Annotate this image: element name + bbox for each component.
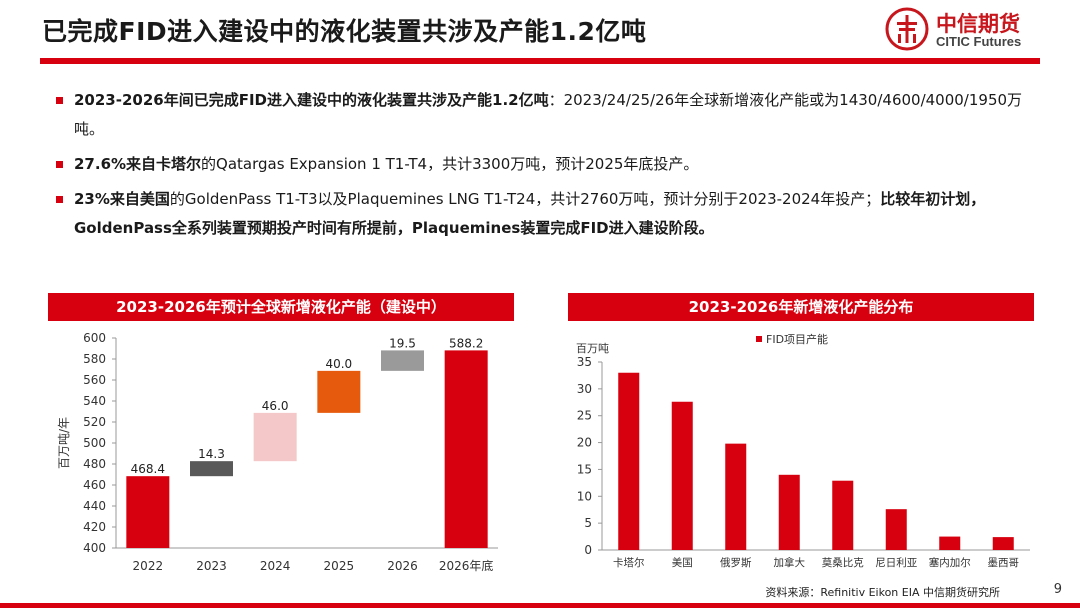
y-tick-label: 580 [83,352,106,366]
x-tick-label: 尼日利亚 [875,557,917,569]
y-tick-label: 400 [83,541,106,555]
y-tick-label: 5 [584,516,592,530]
bar-value-label: 40.0 [325,357,352,371]
y-tick-label: 520 [83,415,106,429]
bullet-item: 2023-2026年间已完成FID进入建设中的液化装置共涉及产能1.2亿吨：20… [52,86,1037,144]
citic-logo: 中信期货 CITIC Futures [884,6,1064,54]
y-tick-label: 500 [83,436,106,450]
bar-value-label: 19.5 [389,336,416,350]
y-tick-label: 540 [83,394,106,408]
y-tick-label: 25 [577,409,592,423]
x-tick-label: 2026 [387,559,418,573]
bar [725,443,747,550]
title-divider [40,58,1040,64]
bar [885,509,907,550]
legend-label: FID项目产能 [766,332,828,346]
bullet-list: 2023-2026年间已完成FID进入建设中的液化装置共涉及产能1.2亿吨：20… [52,86,1037,249]
x-tick-label: 2024 [260,559,291,573]
x-tick-label: 莫桑比克 [822,556,864,569]
x-tick-label: 卡塔尔 [613,556,645,569]
bullet-text: 的Qatargas Expansion 1 T1-T4，共计3300万吨，预计2… [201,155,699,173]
bullet-bold-text: 27.6%来自卡塔尔 [74,155,202,173]
y-tick-label: 560 [83,373,106,387]
y-axis-label: 百万吨 [576,342,609,355]
bar-value-label: 588.2 [449,336,483,350]
waterfall-chart: 400 420 440 460 480 500 520 540 560 580 600 百万吨/年 46… [57,331,498,573]
bar-value-label: 14.3 [198,447,225,461]
bullet-marker [56,196,63,203]
bar-chart-title: 2023-2026年新增液化产能分布 [568,293,1034,321]
bar-value-label: 468.4 [131,462,165,476]
bottom-divider [0,603,1080,608]
bullet-bold-text: 比较年初计划，GoldenPass全系列装置预期投产时间有所提前，Plaquem… [74,190,986,237]
y-tick-label: 420 [83,520,106,534]
bullet-text: ：2023/24/25/26年全球新增液化产能或为1430/4600/4000/… [74,91,1023,138]
bar [671,401,693,550]
bullet-marker [56,97,63,104]
y-tick-label: 460 [83,478,106,492]
y-tick-label: 35 [577,355,592,369]
citic-emblem-icon [885,7,929,51]
page-number: 9 [1053,582,1062,597]
y-tick-label: 480 [83,457,106,471]
source-note: 资料来源：Refinitiv Eikon EIA 中信期货研究所 [765,586,1000,599]
waterfall-bar [190,461,233,477]
x-tick-label: 2026年底 [439,558,494,573]
x-tick-label: 塞内加尔 [929,556,971,569]
waterfall-bar [444,350,488,548]
bar [618,372,640,550]
y-tick-label: 30 [577,382,592,396]
waterfall-bar [253,412,297,462]
bullet-bold-text: 23%来自美国 [74,190,170,208]
x-tick-label: 加拿大 [774,556,806,569]
x-tick-label: 俄罗斯 [720,556,752,569]
x-tick-label: 美国 [672,556,693,569]
y-tick-label: 0 [584,543,592,557]
bar [832,480,854,550]
distribution-bar-chart: 0 5 10 15 20 25 30 35百万吨 FID项目产能卡塔尔 美国 俄罗斯 加拿大 莫桑比克尼… [576,332,1030,569]
bullet-item: 27.6%来自卡塔尔的Qatargas Expansion 1 T1-T4，共计… [52,150,1037,179]
bullet-text: 的GoldenPass T1-T3以及Plaquemines LNG T1-T2… [169,190,881,208]
legend-swatch [756,336,762,342]
x-tick-label: 2025 [324,559,355,573]
x-tick-label: 墨西哥 [988,557,1020,569]
bullet-bold-text: 2023-2026年间已完成FID进入建设中的液化装置共涉及产能1.2亿吨 [74,91,549,109]
y-tick-label: 20 [577,436,592,450]
bar [992,537,1014,550]
x-tick-label: 2023 [196,559,227,573]
y-tick-label: 15 [577,462,592,476]
bar-value-label: 46.0 [262,399,289,413]
waterfall-bar [381,350,424,371]
page-title: 已完成FID进入建设中的液化装置共涉及产能1.2亿吨 [42,17,647,46]
y-tick-label: 10 [577,489,592,503]
logo-name: 中信期货 [936,12,1020,36]
x-tick-label: 2022 [133,559,164,573]
bullet-item: 23%来自美国的GoldenPass T1-T3以及Plaquemines LN… [52,185,1037,243]
waterfall-chart-title: 2023-2026年预计全球新增液化产能（建设中） [48,293,514,321]
y-axis-label: 百万吨/年 [57,417,71,469]
logo-english-name: CITIC Futures [936,34,1022,49]
bullet-marker [56,161,63,168]
y-tick-label: 440 [83,499,106,513]
waterfall-bar [126,476,170,548]
y-tick-label: 600 [83,331,106,345]
bar [939,536,961,550]
bar [778,474,800,550]
waterfall-bar [317,370,361,413]
